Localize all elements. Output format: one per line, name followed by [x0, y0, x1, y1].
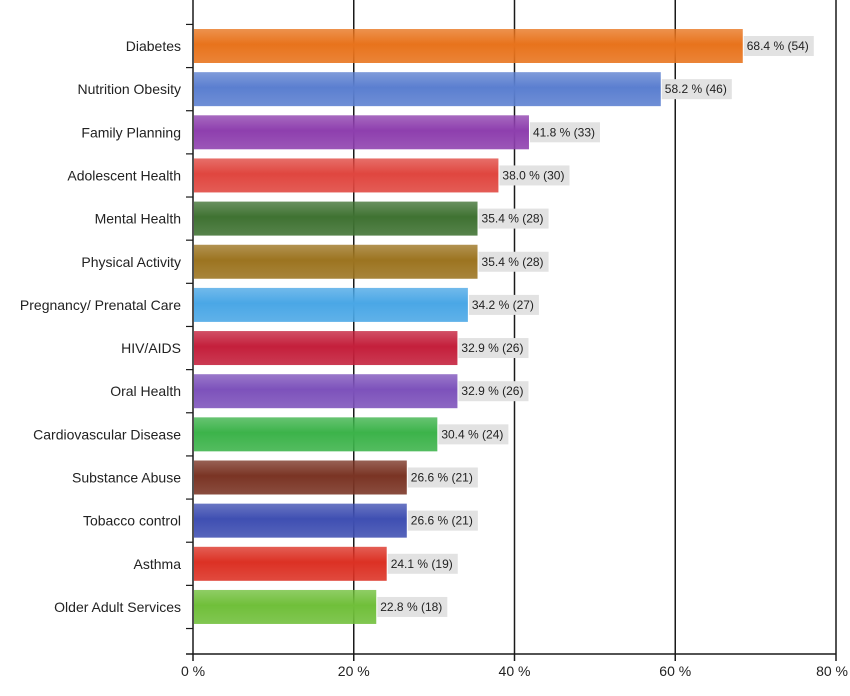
bars — [194, 29, 743, 624]
category-label: Mental Health — [95, 211, 181, 227]
data-label: 32.9 % (26) — [461, 384, 523, 398]
labels: Diabetes 68.4 % (54) Nutrition Obesity 58.2… — [20, 36, 848, 679]
category-label: Physical Activity — [81, 254, 181, 270]
category-label: Older Adult Services — [54, 599, 181, 615]
data-label-background — [458, 381, 529, 402]
data-label: 22.8 % (18) — [380, 600, 442, 614]
bar — [194, 460, 407, 495]
data-label-background — [377, 596, 448, 617]
bar — [194, 201, 478, 236]
data-label-background — [407, 467, 478, 488]
data-label: 34.2 % (27) — [472, 298, 534, 312]
data-label: 58.2 % (46) — [665, 82, 727, 96]
bar — [194, 331, 458, 366]
data-label: 35.4 % (28) — [482, 255, 544, 269]
bar — [194, 417, 438, 452]
category-label: Cardiovascular Disease — [33, 426, 181, 442]
category-label: Oral Health — [110, 383, 181, 399]
bar — [194, 115, 529, 150]
category-label: Family Planning — [81, 124, 181, 140]
x-tick-label: 20 % — [338, 663, 370, 679]
bar — [194, 546, 387, 581]
category-label: Nutrition Obesity — [78, 81, 181, 97]
data-label-background — [407, 510, 478, 531]
data-label: 38.0 % (30) — [502, 168, 564, 182]
grid-lines — [353, 0, 837, 654]
bar — [194, 503, 407, 538]
bar — [194, 29, 743, 63]
data-label-background — [458, 338, 529, 359]
category-label: HIV/AIDS — [121, 340, 181, 356]
data-label: 26.6 % (21) — [411, 514, 473, 528]
data-label-background — [387, 553, 458, 574]
data-label: 41.8 % (33) — [533, 125, 595, 139]
x-tick-label: 60 % — [659, 663, 691, 679]
category-label: Adolescent Health — [67, 167, 181, 183]
axes — [186, 0, 837, 661]
bar — [194, 287, 468, 322]
bar — [194, 244, 478, 279]
data-label: 68.4 % (54) — [747, 39, 809, 53]
x-tick-label: 80 % — [816, 663, 848, 679]
category-label: Asthma — [134, 556, 182, 572]
data-label-background — [743, 36, 814, 56]
data-label-background — [468, 294, 539, 315]
data-label: 35.4 % (28) — [482, 212, 544, 226]
data-label: 30.4 % (24) — [441, 427, 503, 441]
data-label-background — [529, 122, 601, 143]
data-label-background — [478, 208, 549, 229]
x-tick-label: 40 % — [499, 663, 531, 679]
bar — [194, 589, 377, 624]
data-label-background — [438, 424, 509, 445]
data-label-background — [499, 165, 570, 186]
data-label: 26.6 % (21) — [411, 471, 473, 485]
data-label: 32.9 % (26) — [461, 341, 523, 355]
bar — [194, 374, 458, 409]
category-label: Substance Abuse — [72, 470, 181, 486]
data-label: 24.1 % (19) — [391, 557, 453, 571]
category-label: Tobacco control — [83, 513, 181, 529]
bar — [194, 158, 499, 193]
data-label-background — [661, 79, 732, 100]
category-label: Pregnancy/ Prenatal Care — [20, 297, 181, 313]
category-label: Diabetes — [126, 38, 181, 54]
data-label-background — [478, 251, 549, 272]
x-tick-label: 0 % — [181, 663, 205, 679]
bar — [194, 72, 661, 107]
